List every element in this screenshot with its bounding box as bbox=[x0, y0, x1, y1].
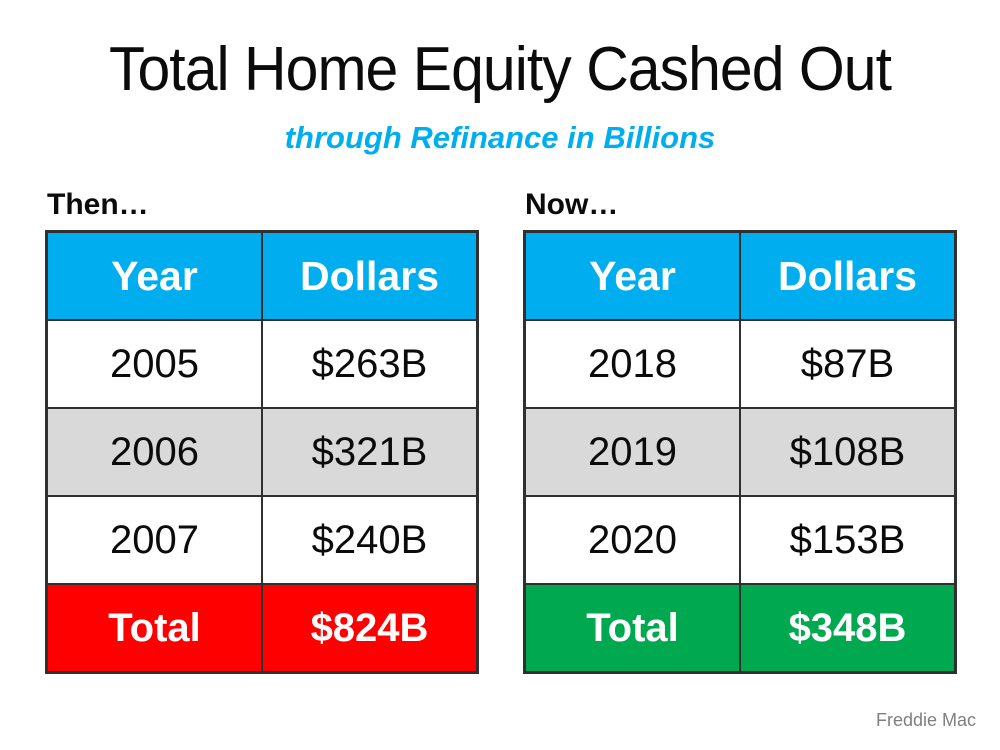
source-attribution: Freddie Mac bbox=[875, 710, 976, 730]
now-table-section: Now… Year Dollars 2018 $87B 2019 $108B 2… bbox=[523, 188, 957, 674]
year-cell: 2006 bbox=[45, 407, 263, 497]
now-dollars-column-header: Dollars bbox=[739, 230, 957, 321]
now-table: Year Dollars 2018 $87B 2019 $108B 2020 $… bbox=[523, 230, 957, 674]
dollars-cell: $87B bbox=[739, 319, 957, 409]
then-year-column-header: Year bbox=[45, 230, 263, 321]
page-subtitle: through Refinance in Billions bbox=[284, 120, 716, 155]
dollars-cell: $321B bbox=[261, 407, 479, 497]
year-cell: 2019 bbox=[523, 407, 741, 497]
then-label: Then… bbox=[47, 188, 149, 221]
year-cell: 2007 bbox=[45, 495, 263, 585]
table-row: 2006 $321B bbox=[45, 407, 479, 497]
dollars-cell: $108B bbox=[739, 407, 957, 497]
table-row: 2007 $240B bbox=[45, 495, 479, 585]
total-label-cell: Total bbox=[523, 583, 741, 674]
dollars-cell: $153B bbox=[739, 495, 957, 585]
then-header-row: Year Dollars bbox=[45, 230, 479, 321]
now-year-column-header: Year bbox=[523, 230, 741, 321]
total-value-cell: $348B bbox=[739, 583, 957, 674]
table-row: 2018 $87B bbox=[523, 319, 957, 409]
table-row: 2019 $108B bbox=[523, 407, 957, 497]
total-label-cell: Total bbox=[45, 583, 263, 674]
then-total-row: Total $824B bbox=[45, 583, 479, 674]
year-cell: 2020 bbox=[523, 495, 741, 585]
table-row: 2005 $263B bbox=[45, 319, 479, 409]
then-table-section: Then… Year Dollars 2005 $263B 2006 $321B bbox=[45, 188, 479, 674]
dollars-cell: $263B bbox=[261, 319, 479, 409]
total-value-cell: $824B bbox=[261, 583, 479, 674]
dollars-cell: $240B bbox=[261, 495, 479, 585]
now-total-row: Total $348B bbox=[523, 583, 957, 674]
now-label: Now… bbox=[525, 188, 619, 221]
now-header-row: Year Dollars bbox=[523, 230, 957, 321]
year-cell: 2005 bbox=[45, 319, 263, 409]
page-title: Total Home Equity Cashed Out bbox=[108, 35, 892, 104]
then-dollars-column-header: Dollars bbox=[261, 230, 479, 321]
table-row: 2020 $153B bbox=[523, 495, 957, 585]
year-cell: 2018 bbox=[523, 319, 741, 409]
then-table: Year Dollars 2005 $263B 2006 $321B 2007 … bbox=[45, 230, 479, 674]
